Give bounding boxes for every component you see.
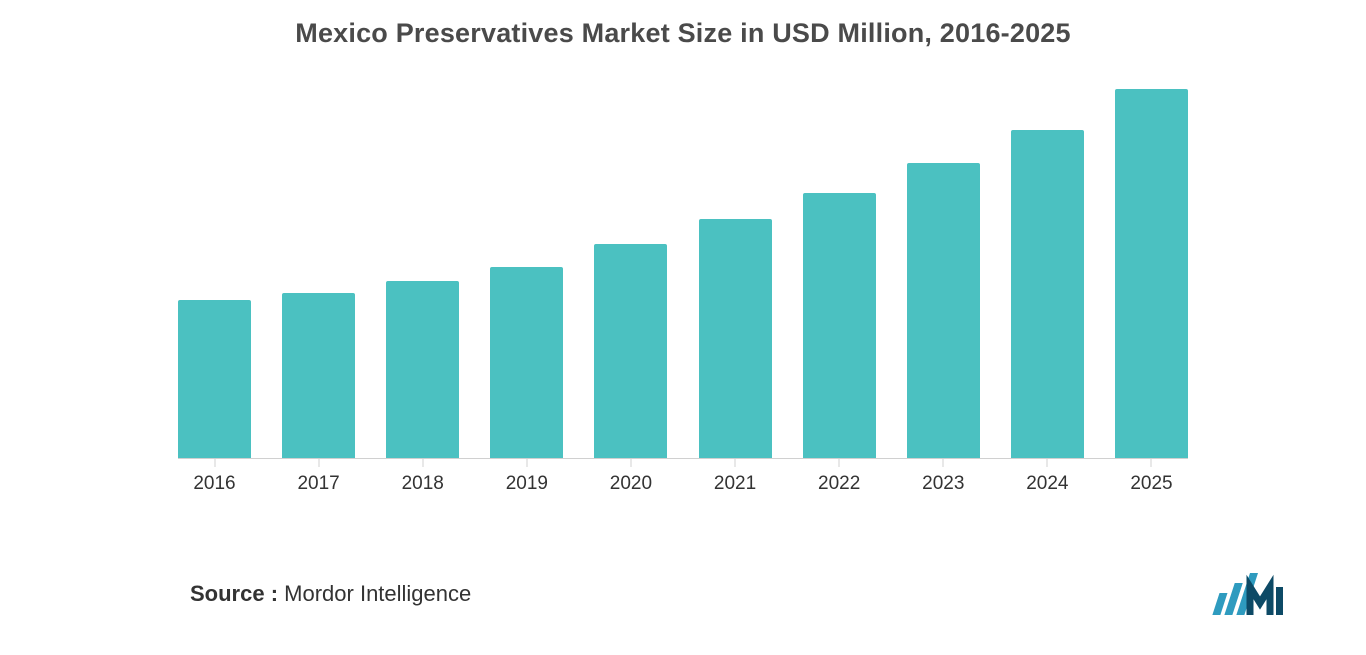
bar [178,300,251,459]
x-label: 2022 [818,473,860,495]
x-tick [839,459,840,467]
bar [282,293,355,460]
x-label: 2021 [714,473,756,495]
x-tick [318,459,319,467]
bar-column: 2025 [1115,89,1188,459]
source-text: Source : Mordor Intelligence [190,581,471,607]
bar [490,267,563,459]
x-label: 2023 [922,473,964,495]
bar [803,193,876,459]
x-label: 2016 [193,473,235,495]
plot-region: 2016 2017 2018 2019 2020 2021 2022 2023 2024 2025 [178,89,1188,459]
x-label: 2019 [506,473,548,495]
bar-column: 2021 [699,89,772,459]
brand-logo-icon [1208,573,1286,615]
x-label: 2017 [297,473,339,495]
x-tick [630,459,631,467]
bar [1115,89,1188,459]
bar [907,163,980,459]
source-value: Mordor Intelligence [284,581,471,606]
bar [1011,130,1084,459]
bars-container: 2016 2017 2018 2019 2020 2021 2022 2023 2024 2025 [178,89,1188,459]
x-label: 2024 [1026,473,1068,495]
bar [699,219,772,460]
x-tick [1151,459,1152,467]
x-tick [526,459,527,467]
bar-column: 2017 [282,89,355,459]
x-label: 2025 [1130,473,1172,495]
x-tick [214,459,215,467]
bar [594,244,667,459]
x-tick [422,459,423,467]
bar [386,281,459,459]
footer: Source : Mordor Intelligence [190,573,1286,615]
x-label: 2018 [402,473,444,495]
x-tick [735,459,736,467]
bar-column: 2020 [594,89,667,459]
bar-column: 2018 [386,89,459,459]
source-label: Source : [190,581,278,606]
bar-column: 2016 [178,89,251,459]
x-label: 2020 [610,473,652,495]
x-tick [943,459,944,467]
bar-column: 2019 [490,89,563,459]
bar-column: 2022 [803,89,876,459]
bar-column: 2024 [1011,89,1084,459]
bar-column: 2023 [907,89,980,459]
x-axis-line [178,458,1188,459]
chart-title: Mexico Preservatives Market Size in USD … [70,18,1296,49]
chart-area: 2016 2017 2018 2019 2020 2021 2022 2023 2024 2025 [178,89,1188,459]
x-tick [1047,459,1048,467]
